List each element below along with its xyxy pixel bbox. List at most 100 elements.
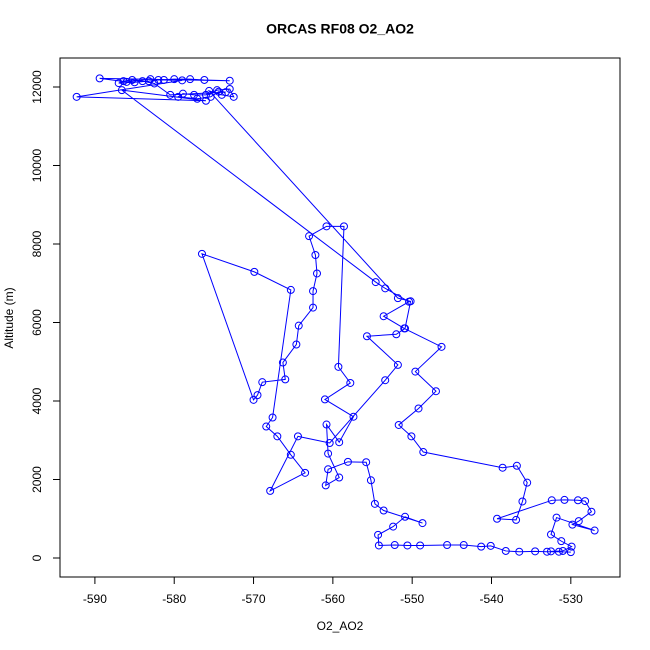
data-point: [186, 75, 195, 84]
data-point: [229, 92, 238, 101]
data-point: [411, 367, 420, 376]
data-point: [95, 74, 104, 83]
data-point: [501, 546, 510, 555]
data-point: [486, 541, 495, 550]
data-point: [119, 77, 128, 86]
data-point: [154, 75, 163, 84]
x-tick-label: -570: [242, 592, 266, 606]
data-point: [379, 506, 388, 515]
data-point: [371, 278, 380, 287]
data-point: [294, 321, 303, 330]
data-point: [122, 77, 131, 86]
data-point: [334, 362, 343, 371]
y-tick-label: 6000: [30, 309, 44, 336]
chart-title: ORCAS RF08 O2_AO2: [266, 21, 414, 37]
data-point: [201, 90, 210, 99]
data-point: [416, 541, 425, 550]
data-point: [390, 541, 399, 550]
data-point: [130, 78, 139, 87]
data-point: [587, 507, 596, 516]
data-point: [286, 450, 295, 459]
x-tick-label: -580: [162, 592, 186, 606]
data-point: [335, 438, 344, 447]
data-point: [543, 547, 552, 556]
data-point: [213, 86, 222, 95]
data-point: [174, 92, 183, 101]
data-point: [258, 378, 267, 387]
data-point: [201, 96, 210, 105]
data-point: [170, 75, 179, 84]
x-tick-label: -540: [479, 592, 503, 606]
data-point: [138, 77, 147, 86]
data-point: [459, 541, 468, 550]
y-axis-label: Altitude (m): [2, 287, 16, 348]
data-point: [322, 222, 331, 231]
data-point: [225, 76, 234, 85]
data-line: [76, 77, 595, 553]
data-point: [128, 75, 137, 84]
data-point: [200, 75, 209, 84]
data-point: [309, 303, 318, 312]
data-point: [379, 312, 388, 321]
y-tick-label: 10000: [30, 148, 44, 182]
data-point: [547, 496, 556, 505]
data-point: [249, 395, 258, 404]
data-point: [324, 449, 333, 458]
data-point: [362, 458, 371, 467]
data-point: [206, 92, 215, 101]
data-point: [144, 77, 153, 86]
data-point: [515, 547, 524, 556]
data-point: [339, 222, 348, 231]
data-point: [512, 515, 521, 524]
data-point: [374, 530, 383, 539]
data-point: [574, 517, 583, 526]
data-point: [362, 332, 371, 341]
data-point: [546, 530, 555, 539]
data-point: [178, 76, 187, 85]
data-point: [400, 324, 409, 333]
data-point: [346, 378, 355, 387]
data-point: [567, 542, 576, 551]
data-point: [349, 412, 358, 421]
data-point: [312, 269, 321, 278]
data-point: [262, 422, 271, 431]
data-point: [568, 520, 577, 529]
data-point: [250, 267, 259, 276]
y-tick-label: 8000: [30, 230, 44, 257]
data-point: [324, 465, 333, 474]
y-tick-label: 0: [30, 554, 44, 561]
data-point: [293, 432, 302, 441]
data-point: [394, 420, 403, 429]
data-point: [552, 513, 561, 522]
data-point: [419, 448, 428, 457]
data-point: [286, 285, 295, 294]
data-point: [401, 512, 410, 521]
x-tick-label: -530: [559, 592, 583, 606]
data-point: [374, 541, 383, 550]
y-tick-label: 4000: [30, 387, 44, 414]
data-point: [146, 75, 155, 84]
data-point: [392, 330, 401, 339]
data-point: [403, 541, 412, 550]
data-point: [498, 463, 507, 472]
data-point: [558, 546, 567, 555]
data-point: [273, 432, 282, 441]
data-point: [268, 413, 277, 422]
data-point: [512, 461, 521, 470]
data-point: [266, 486, 275, 495]
data-point: [531, 547, 540, 556]
data-point: [72, 92, 81, 101]
data-point: [437, 342, 446, 351]
data-point: [393, 360, 402, 369]
data-point: [557, 537, 566, 546]
y-tick-label: 12000: [30, 70, 44, 104]
data-point: [114, 79, 123, 88]
data-point: [581, 497, 590, 506]
data-point: [253, 391, 262, 400]
data-point: [305, 232, 314, 241]
data-point: [193, 94, 202, 103]
data-point: [325, 439, 334, 448]
data-point: [221, 88, 230, 97]
